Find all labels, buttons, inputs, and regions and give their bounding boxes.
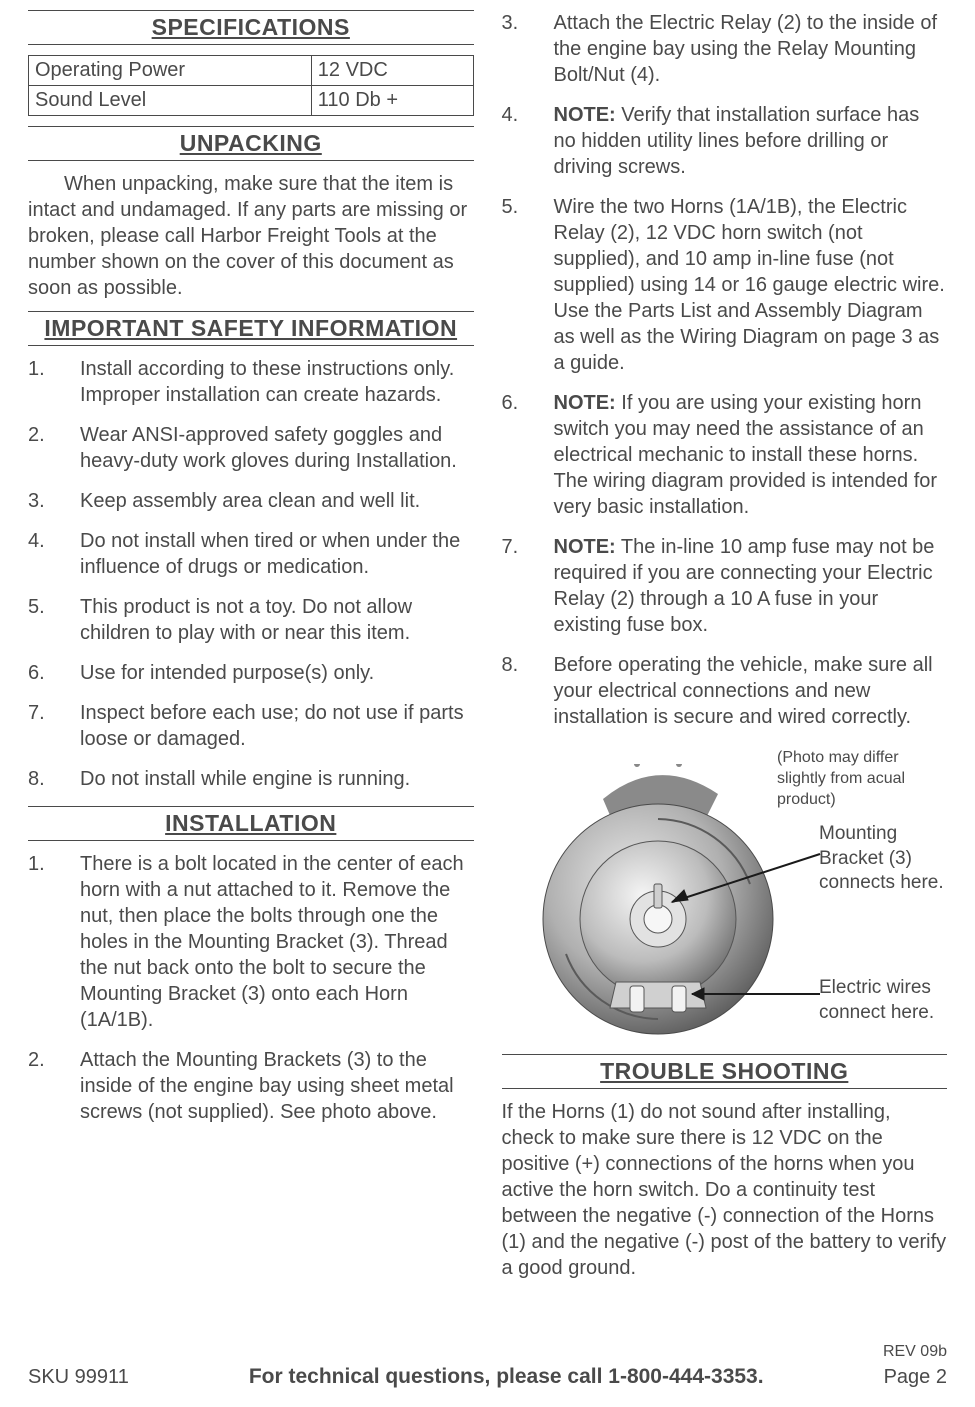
troubleshooting-paragraph: If the Horns (1) do not sound after inst… bbox=[502, 1099, 948, 1281]
horn-figure: (Photo may differ slightly from acual pr… bbox=[502, 744, 948, 1044]
spec-label: Operating Power bbox=[29, 56, 312, 86]
spec-value: 12 VDC bbox=[311, 56, 473, 86]
note-label: NOTE: bbox=[554, 104, 616, 126]
table-row: Operating Power 12 VDC bbox=[29, 56, 474, 86]
spec-value: 110 Db + bbox=[311, 86, 473, 116]
list-item: Use for intended purpose(s) only. bbox=[28, 660, 474, 686]
list-item: NOTE: The in-line 10 amp fuse may not be… bbox=[502, 534, 948, 638]
note-label: NOTE: bbox=[554, 536, 616, 558]
list-item: This product is not a toy. Do not allow … bbox=[28, 594, 474, 646]
two-column-layout: SPECIFICATIONS Operating Power 12 VDC So… bbox=[28, 10, 947, 1291]
list-item-text: Before operating the vehicle, make sure … bbox=[554, 654, 933, 728]
list-item: Wire the two Horns (1A/1B), the Electric… bbox=[502, 194, 948, 376]
installation-list-left: There is a bolt located in the center of… bbox=[28, 851, 474, 1125]
footer-phone: For technical questions, please call 1-8… bbox=[249, 1365, 764, 1389]
list-item: Inspect before each use; do not use if p… bbox=[28, 700, 474, 752]
page: SPECIFICATIONS Operating Power 12 VDC So… bbox=[0, 0, 975, 1407]
table-row: Sound Level 110 Db + bbox=[29, 86, 474, 116]
left-column: SPECIFICATIONS Operating Power 12 VDC So… bbox=[28, 10, 474, 1291]
list-item: Do not install while engine is running. bbox=[28, 766, 474, 792]
footer-sku: SKU 99911 bbox=[28, 1366, 129, 1389]
specifications-table: Operating Power 12 VDC Sound Level 110 D… bbox=[28, 55, 474, 116]
list-item-text: Wire the two Horns (1A/1B), the Electric… bbox=[554, 196, 945, 374]
list-item-text: Attach the Electric Relay (2) to the ins… bbox=[554, 12, 938, 86]
list-item: Install according to these instructions … bbox=[28, 356, 474, 408]
heading-unpacking: UNPACKING bbox=[28, 126, 474, 161]
figure-caption-top: (Photo may differ slightly from acual pr… bbox=[777, 748, 947, 810]
heading-specifications: SPECIFICATIONS bbox=[28, 10, 474, 45]
arrow-icon bbox=[662, 824, 822, 914]
heading-installation: INSTALLATION bbox=[28, 806, 474, 841]
list-item: Do not install when tired or when under … bbox=[28, 528, 474, 580]
page-footer: SKU 99911 For technical questions, pleas… bbox=[28, 1365, 947, 1389]
heading-safety: IMPORTANT SAFETY INFORMATION bbox=[28, 311, 474, 346]
figure-label-mounting: Mounting Bracket (3) connects here. bbox=[819, 822, 947, 896]
list-item: NOTE: If you are using your existing hor… bbox=[502, 390, 948, 520]
list-item: Keep assembly area clean and well lit. bbox=[28, 488, 474, 514]
unpacking-paragraph: When unpacking, make sure that the item … bbox=[28, 171, 474, 301]
list-item: NOTE: Verify that installation surface h… bbox=[502, 102, 948, 180]
list-item: Before operating the vehicle, make sure … bbox=[502, 652, 948, 730]
footer-page: Page 2 bbox=[884, 1366, 947, 1389]
arrow-icon bbox=[682, 976, 822, 1016]
figure-label-wires: Electric wires connect here. bbox=[819, 976, 947, 1025]
list-item: Attach the Mounting Brackets (3) to the … bbox=[28, 1047, 474, 1125]
note-label: NOTE: bbox=[554, 392, 616, 414]
installation-list-right: Attach the Electric Relay (2) to the ins… bbox=[502, 10, 948, 730]
safety-list: Install according to these instructions … bbox=[28, 356, 474, 792]
list-item: Attach the Electric Relay (2) to the ins… bbox=[502, 10, 948, 88]
revision-label: REV 09b bbox=[883, 1343, 947, 1361]
heading-troubleshooting: TROUBLE SHOOTING bbox=[502, 1054, 948, 1089]
spec-label: Sound Level bbox=[29, 86, 312, 116]
right-column: Attach the Electric Relay (2) to the ins… bbox=[502, 10, 948, 1291]
list-item: Wear ANSI-approved safety goggles and he… bbox=[28, 422, 474, 474]
list-item: There is a bolt located in the center of… bbox=[28, 851, 474, 1033]
